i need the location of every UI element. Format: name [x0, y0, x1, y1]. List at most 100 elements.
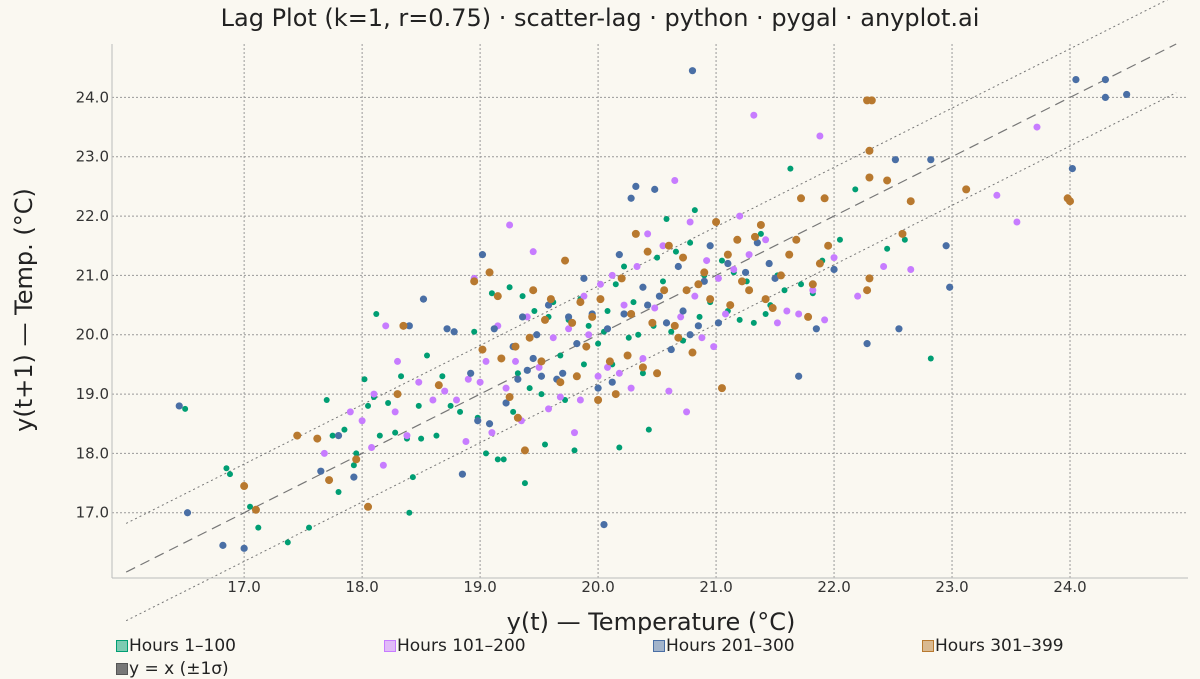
- data-point: [453, 396, 461, 404]
- data-point: [323, 397, 330, 403]
- data-point: [627, 309, 636, 318]
- x-tick-label: 19.0: [463, 578, 496, 596]
- data-point: [471, 328, 478, 335]
- data-point: [698, 334, 706, 342]
- x-tick-label: 22.0: [817, 578, 850, 596]
- data-point: [223, 465, 230, 472]
- data-point: [325, 476, 334, 485]
- data-point: [441, 387, 449, 395]
- data-point: [594, 384, 602, 392]
- data-point: [776, 271, 785, 280]
- data-point: [529, 248, 537, 256]
- data-point: [482, 357, 490, 365]
- x-tick-label: 17.0: [227, 578, 260, 596]
- data-point: [993, 191, 1001, 199]
- data-point: [1123, 90, 1131, 99]
- data-point: [644, 230, 652, 238]
- data-point: [576, 396, 584, 404]
- data-point: [429, 396, 437, 404]
- data-point: [537, 372, 546, 380]
- data-point: [512, 357, 519, 365]
- data-point: [561, 256, 570, 265]
- data-point: [927, 355, 934, 362]
- data-point: [502, 384, 510, 392]
- data-point: [334, 432, 343, 440]
- x-tick-label: 23.0: [935, 578, 968, 596]
- data-point: [418, 435, 425, 442]
- data-point: [458, 470, 467, 478]
- series-group-4: [240, 96, 1075, 514]
- data-point: [580, 361, 587, 368]
- data-point: [785, 250, 794, 259]
- data-point: [603, 325, 612, 333]
- y-tick-label: 20.0: [76, 326, 109, 344]
- data-point: [447, 402, 454, 409]
- data-point: [820, 194, 829, 203]
- data-point: [765, 259, 773, 268]
- legend-item-series-3[interactable]: Hours 201–300: [653, 636, 795, 656]
- data-point: [549, 334, 557, 342]
- x-tick-label: 18.0: [345, 578, 378, 596]
- data-point: [883, 176, 892, 185]
- data-point: [500, 456, 507, 463]
- x-tick-label: 21.0: [699, 578, 732, 596]
- data-point: [293, 431, 302, 440]
- data-point: [683, 408, 691, 416]
- data-point: [942, 242, 950, 250]
- data-point: [612, 281, 619, 288]
- data-point: [718, 257, 725, 264]
- data-point: [556, 393, 564, 401]
- data-point: [757, 230, 764, 237]
- data-point: [393, 390, 402, 399]
- data-point: [724, 259, 732, 268]
- data-point: [494, 456, 501, 463]
- series-group-1: [182, 165, 934, 546]
- data-point: [687, 239, 694, 246]
- data-point: [358, 417, 366, 425]
- data-point: [797, 194, 806, 203]
- data-point: [506, 221, 514, 229]
- legend-item-series-2[interactable]: Hours 101–200: [384, 636, 526, 656]
- data-point: [664, 241, 673, 250]
- data-point: [518, 313, 527, 321]
- data-point: [470, 277, 479, 286]
- data-point: [604, 308, 611, 314]
- data-point: [346, 408, 354, 416]
- data-point: [373, 310, 380, 317]
- data-point: [783, 307, 791, 315]
- data-point: [478, 251, 487, 259]
- data-point: [962, 185, 971, 194]
- data-point: [722, 310, 730, 318]
- x-tick-label: 24.0: [1053, 578, 1086, 596]
- data-point: [815, 259, 824, 268]
- data-point: [706, 295, 715, 304]
- legend-item-series-4[interactable]: Hours 301–399: [922, 636, 1064, 656]
- data-point: [353, 450, 360, 457]
- legend-item-series-1[interactable]: Hours 1–100: [116, 636, 236, 656]
- data-point: [556, 378, 565, 387]
- data-point: [674, 262, 682, 271]
- data-point: [630, 299, 637, 306]
- data-points: [175, 67, 1131, 552]
- data-point: [521, 480, 528, 487]
- data-point: [761, 295, 770, 304]
- data-point: [672, 248, 679, 255]
- legend-item-reference[interactable]: y = x (±1σ): [116, 659, 229, 679]
- data-point: [284, 539, 291, 546]
- data-point: [830, 254, 838, 262]
- data-point: [679, 307, 687, 315]
- y-tick-labels: 17.0 18.0 19.0 20.0 21.0 22.0 23.0 24.0: [76, 88, 109, 521]
- data-point: [580, 292, 588, 300]
- data-point: [594, 372, 602, 380]
- data-point: [635, 331, 642, 338]
- data-point: [595, 340, 602, 347]
- y-axis-title: y(t+1) — Temp. (°C): [10, 188, 38, 432]
- data-point: [741, 268, 750, 277]
- data-point: [639, 283, 647, 291]
- data-point: [891, 156, 900, 164]
- data-point: [621, 263, 628, 270]
- data-point: [787, 165, 794, 172]
- data-point: [703, 257, 711, 265]
- data-point: [620, 301, 628, 309]
- data-point: [710, 343, 718, 351]
